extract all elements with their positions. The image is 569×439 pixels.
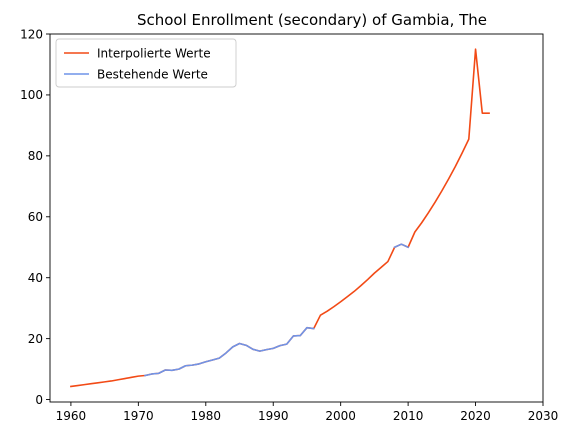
y-tick-label: 100 [20,88,43,102]
y-tick-label: 40 [28,271,43,285]
series-line-2-segment-1 [144,326,315,377]
series-line-2-segment-2 [393,243,410,249]
y-tick-label: 80 [28,149,43,163]
y-tick-label: 60 [28,210,43,224]
y-tick-label: 0 [35,393,43,407]
x-tick-label: 2030 [528,409,559,423]
x-tick-label: 1980 [191,409,222,423]
x-tick-label: 1970 [123,409,154,423]
axes-frame [49,33,544,403]
x-tick-label: 2000 [325,409,356,423]
legend-box [55,38,237,88]
x-tick-label: 2020 [460,409,491,423]
x-tick-label: 1960 [56,409,87,423]
chart-title: School Enrollment (secondary) of Gambia,… [137,11,487,29]
plot-area: 1960 1970 1980 1990 2000 2010 2020 2030 0 20 40 60 8… [20,27,558,423]
y-tick-label: 20 [28,332,43,346]
x-tick-label: 2010 [393,409,424,423]
x-tick-label: 1990 [258,409,289,423]
legend-label-2: Bestehende Werte [97,67,208,81]
y-tick-label: 120 [20,27,43,41]
legend-label-1: Interpolierte Werte [97,46,211,60]
